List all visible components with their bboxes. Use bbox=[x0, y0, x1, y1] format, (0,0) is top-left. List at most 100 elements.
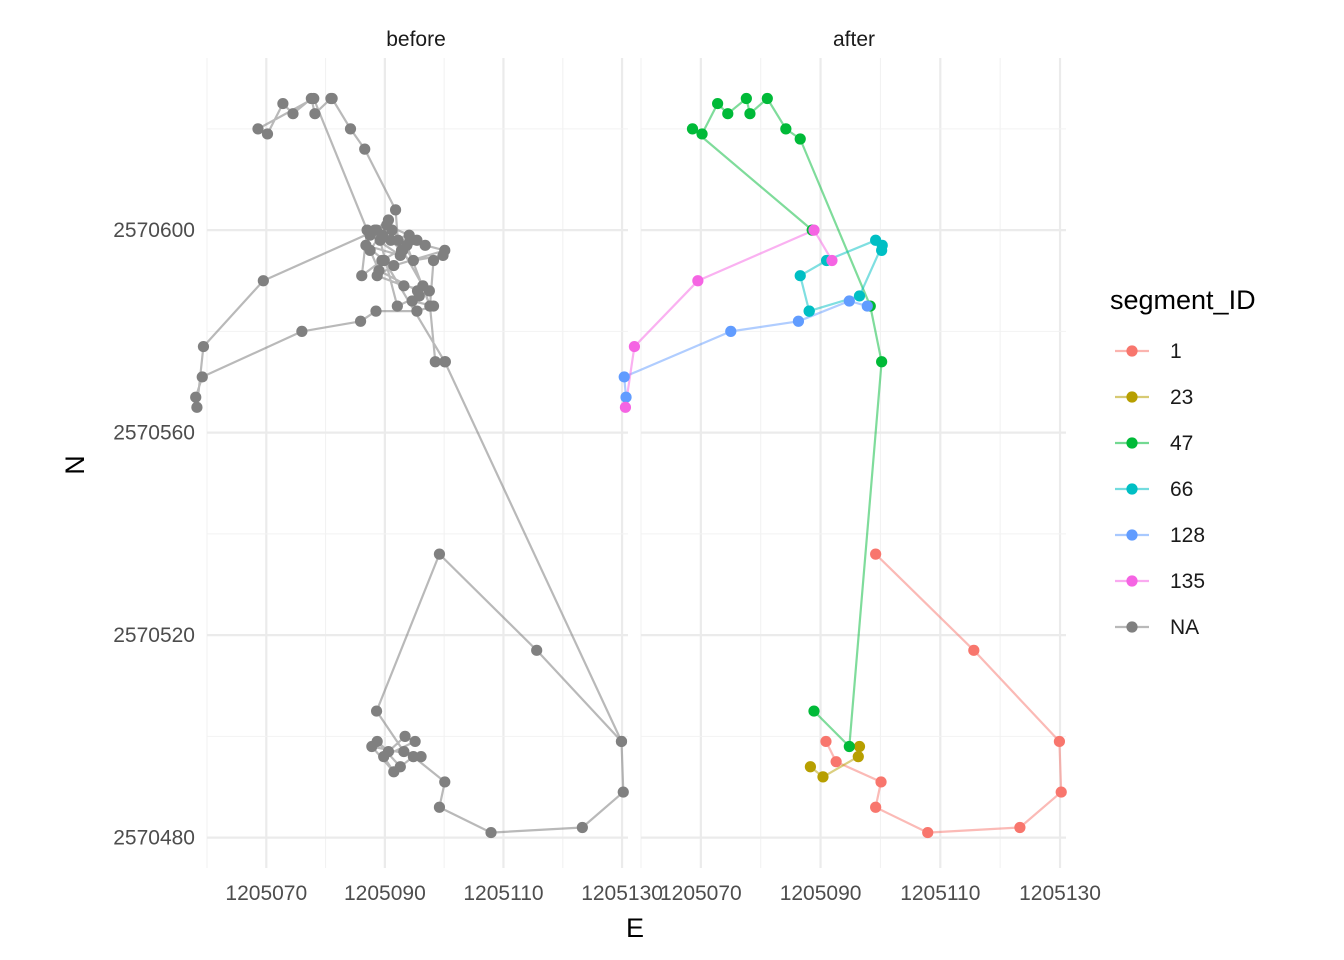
before-point bbox=[485, 826, 497, 839]
before-point bbox=[439, 776, 451, 788]
x-tick-label: 1205110 bbox=[900, 882, 980, 905]
segment-point-135 bbox=[692, 275, 704, 287]
legend: segment_ID 1 23 47 66 128 135 NA bbox=[1110, 285, 1256, 639]
before-point bbox=[409, 735, 421, 748]
before-point bbox=[407, 751, 419, 763]
x-tick-label: 1205070 bbox=[660, 882, 742, 905]
y-tick-label: 2570480 bbox=[113, 827, 195, 850]
panel-before: before bbox=[190, 28, 629, 868]
before-point bbox=[354, 315, 367, 327]
segment-point-135 bbox=[619, 401, 632, 413]
y-tick-label: 2570520 bbox=[113, 624, 195, 647]
segment-point-1 bbox=[875, 776, 887, 788]
before-point bbox=[257, 275, 269, 287]
before-point bbox=[385, 234, 397, 246]
before-point bbox=[388, 259, 400, 272]
before-point bbox=[397, 244, 409, 256]
legend-entries: 1 23 47 66 128 135 NA bbox=[1115, 340, 1205, 639]
before-point bbox=[399, 730, 411, 742]
segment-point-47 bbox=[712, 97, 724, 110]
before-point bbox=[197, 340, 210, 353]
panel-after-lines bbox=[623, 97, 1063, 834]
before-point bbox=[308, 92, 320, 105]
before-point bbox=[531, 644, 543, 656]
legend-key-point-128 bbox=[1126, 529, 1138, 541]
before-point bbox=[356, 270, 368, 282]
before-point bbox=[370, 705, 383, 717]
x-tick-label: 1205130 bbox=[581, 882, 663, 905]
legend-label-1: 1 bbox=[1170, 340, 1182, 363]
panel-after-points bbox=[618, 92, 1067, 839]
panel-before-points bbox=[190, 92, 629, 839]
legend-label-128: 128 bbox=[1170, 524, 1205, 547]
segment-point-47 bbox=[696, 128, 708, 140]
before-point bbox=[439, 356, 451, 368]
segment-point-47 bbox=[686, 123, 699, 135]
panel-after-grid bbox=[640, 58, 1066, 868]
before-point bbox=[429, 356, 441, 368]
before-point bbox=[296, 325, 308, 337]
before-point bbox=[196, 371, 208, 383]
segment-point-66 bbox=[876, 239, 888, 251]
before-point bbox=[361, 224, 373, 236]
segment-point-23 bbox=[817, 771, 829, 783]
before-point bbox=[407, 254, 419, 267]
before-point bbox=[381, 219, 393, 231]
segment-line-128 bbox=[623, 299, 868, 398]
segment-point-47 bbox=[876, 356, 888, 368]
x-tick-label: 1205130 bbox=[1019, 882, 1101, 905]
segment-point-66 bbox=[853, 290, 866, 302]
segment-point-1 bbox=[870, 548, 882, 560]
before-point bbox=[389, 204, 402, 216]
segment-point-128 bbox=[792, 315, 805, 327]
segment-point-128 bbox=[620, 391, 632, 403]
before-point bbox=[378, 751, 390, 763]
segment-point-128 bbox=[861, 300, 873, 312]
before-point bbox=[370, 224, 383, 236]
before-point bbox=[287, 108, 299, 120]
segment-point-66 bbox=[794, 270, 806, 282]
before-point bbox=[398, 280, 410, 292]
before-point bbox=[415, 751, 427, 763]
legend-key-point-66 bbox=[1126, 483, 1138, 495]
segment-point-23 bbox=[804, 761, 817, 773]
before-point bbox=[190, 391, 202, 403]
y-tick-label: 2570560 bbox=[113, 422, 195, 445]
segment-point-47 bbox=[843, 740, 855, 753]
before-point bbox=[419, 239, 431, 251]
segment-line-1 bbox=[825, 553, 1063, 834]
legend-key-point-23 bbox=[1126, 391, 1138, 403]
before-point bbox=[252, 123, 264, 135]
segment-point-23 bbox=[853, 740, 866, 753]
segment-point-1 bbox=[820, 735, 832, 748]
facet-strip-before: before bbox=[386, 28, 446, 51]
before-point bbox=[359, 143, 371, 155]
panel-before-lines bbox=[194, 97, 625, 834]
before-point bbox=[433, 548, 446, 560]
segment-point-135 bbox=[628, 340, 641, 353]
segment-point-1 bbox=[870, 801, 882, 813]
before-point bbox=[370, 305, 382, 317]
before-point bbox=[191, 401, 203, 413]
before-point bbox=[261, 128, 274, 140]
panel-after: after bbox=[618, 28, 1067, 868]
before-point bbox=[398, 745, 410, 758]
segment-point-135 bbox=[808, 224, 820, 236]
before-point bbox=[615, 735, 628, 748]
before-point bbox=[388, 766, 400, 778]
segment-point-23 bbox=[852, 751, 864, 763]
before-point bbox=[433, 801, 446, 813]
before-point bbox=[309, 108, 321, 120]
facet-strip-after: after bbox=[833, 28, 875, 51]
before-point bbox=[325, 92, 337, 105]
before-point bbox=[576, 821, 588, 834]
before-point bbox=[406, 295, 418, 307]
segment-point-47 bbox=[744, 108, 756, 120]
segment-point-47 bbox=[761, 92, 773, 105]
before-point bbox=[277, 97, 289, 110]
segment-point-47 bbox=[722, 108, 734, 120]
legend-label-23: 23 bbox=[1170, 386, 1193, 409]
before-point bbox=[424, 300, 436, 312]
